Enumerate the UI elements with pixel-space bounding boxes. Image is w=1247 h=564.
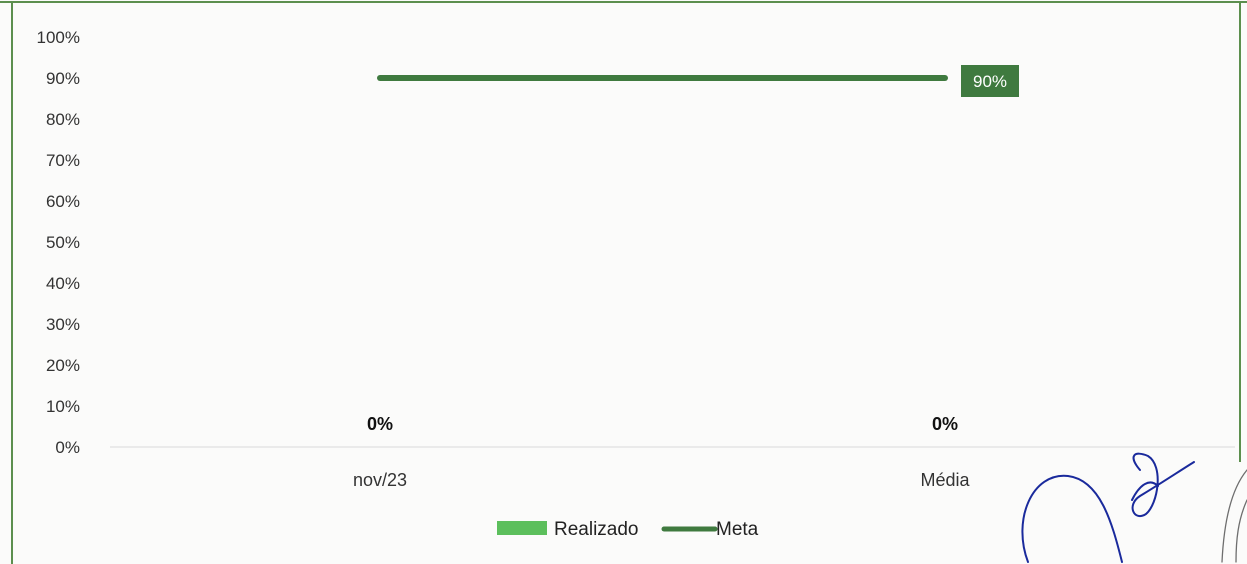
y-tick-label: 30% [46,315,80,334]
realizado-data-label: 0% [932,414,958,434]
signature-stroke-scribble [1131,452,1195,517]
signature-stroke-loop [1021,474,1123,563]
y-tick-label: 70% [46,151,80,170]
signature-stroke-gray [1221,469,1247,563]
y-tick-label: 40% [46,274,80,293]
realizado-data-label: 0% [367,414,393,434]
y-tick-label: 10% [46,397,80,416]
meta-data-label-box [961,65,1019,97]
legend: Realizado Meta [497,519,759,540]
data-labels: 0% 0% 90% [367,65,1019,434]
x-axis: nov/23 Média [110,446,1235,490]
y-tick-label: 20% [46,356,80,375]
x-tick-label: Média [920,470,970,490]
y-tick-label: 60% [46,192,80,211]
legend-realizado-label: Realizado [554,519,639,540]
y-tick-label: 100% [37,28,80,47]
legend-realizado-swatch [497,521,547,535]
x-tick-label: nov/23 [353,470,407,490]
y-tick-label: 0% [55,438,80,457]
y-tick-label: 80% [46,110,80,129]
meta-data-label: 90% [973,72,1007,91]
y-tick-label: 50% [46,233,80,252]
handwritten-signature [1021,452,1247,563]
signature-stroke-tail [1131,481,1159,501]
y-axis: 0% 10% 20% 30% 40% 50% 60% 70% 80% 90% 100% [37,28,80,457]
legend-meta-label: Meta [716,519,759,540]
y-tick-label: 90% [46,69,80,88]
